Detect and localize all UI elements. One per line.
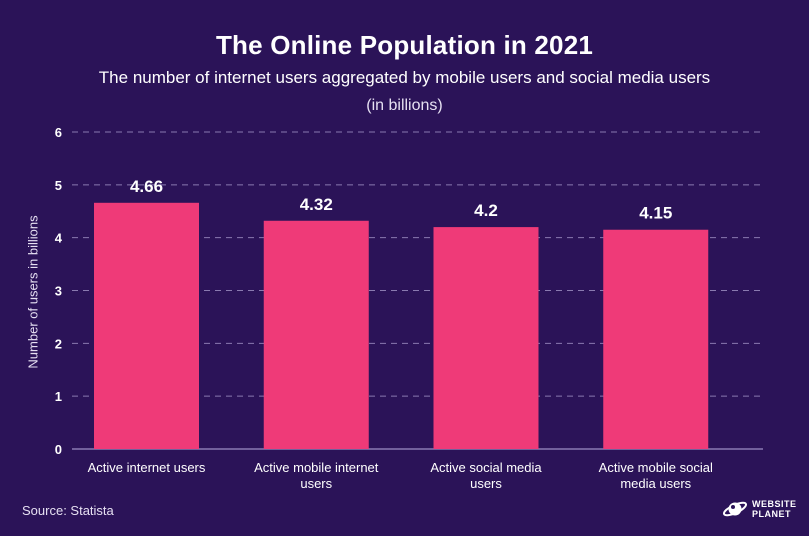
bar [263, 220, 369, 449]
y-tick-label: 2 [55, 336, 62, 351]
value-label: 4.15 [639, 204, 672, 223]
website-planet-logo: WEBSITE PLANET [722, 498, 797, 520]
x-tick-label: Active mobile internet users [254, 460, 379, 491]
logo-line-1: WEBSITE [752, 499, 797, 509]
chart-subtitle: The number of internet users aggregated … [98, 68, 711, 87]
bar [603, 229, 709, 449]
logo-line-2: PLANET [752, 509, 791, 519]
y-tick-label: 1 [55, 389, 62, 404]
bars [94, 202, 709, 449]
planet-icon [722, 501, 748, 517]
x-tick-label: Active social media users [430, 460, 542, 491]
y-tick-label: 3 [55, 284, 62, 299]
x-tick-labels: Active internet users Active mobile inter… [88, 460, 713, 491]
value-label: 4.2 [474, 201, 498, 220]
value-labels: 4.66 4.32 4.2 4.15 [130, 177, 672, 223]
x-tick-label: Active mobile social media users [599, 460, 713, 491]
y-tick-label: 6 [55, 125, 62, 140]
y-tick-labels: 0 1 2 3 4 5 6 [55, 125, 63, 457]
y-tick-label: 4 [55, 231, 63, 246]
value-label: 4.32 [300, 195, 333, 214]
x-tick-label: Active internet users [88, 460, 206, 475]
bar [433, 227, 539, 449]
y-tick-label: 5 [55, 178, 62, 193]
unit-note: (in billions) [366, 97, 443, 114]
bar [94, 202, 199, 449]
source-note: Source: Statista [22, 503, 114, 518]
chart-title: The Online Population in 2021 [215, 30, 594, 60]
y-tick-label: 0 [55, 442, 62, 457]
value-label: 4.66 [130, 177, 163, 196]
